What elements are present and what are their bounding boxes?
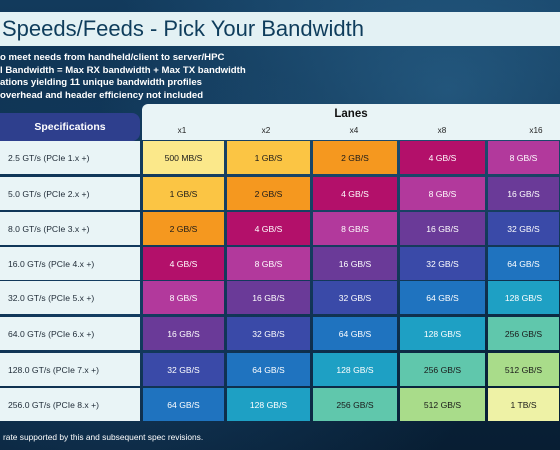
lane-label-x16: x16 xyxy=(529,126,543,135)
bandwidth-cell-x4: 2 GB/S xyxy=(313,141,397,174)
note-line: ations yielding 11 unique bandwidth prof… xyxy=(0,77,203,89)
bandwidth-cell-x2: 64 GB/S xyxy=(227,353,310,386)
lane-label-x1: x1 xyxy=(177,126,187,135)
bandwidth-cell-x16: 64 GB/S xyxy=(488,247,559,280)
spec-row-label: 16.0 GT/s (PCIe 4.x +) xyxy=(0,247,140,280)
spec-row-label: 32.0 GT/s (PCIe 5.x +) xyxy=(0,281,140,314)
bandwidth-cell-x1: 2 GB/S xyxy=(143,212,224,245)
note-line: overhead and header efficiency not inclu… xyxy=(0,89,204,101)
bandwidth-cell-x2: 16 GB/S xyxy=(227,281,310,314)
page-title: Speeds/Feeds - Pick Your Bandwidth xyxy=(2,16,365,41)
bandwidth-cell-x8: 128 GB/S xyxy=(400,317,485,350)
footnote: rate supported by this and subsequent sp… xyxy=(3,432,204,442)
notes-list: o meet needs from handheld/client to ser… xyxy=(0,52,300,102)
bandwidth-cell-x2: 1 GB/S xyxy=(227,141,310,174)
bandwidth-cell-x8: 256 GB/S xyxy=(400,353,485,386)
lanes-header: Lanes x1 x2 x4 x8 x16 xyxy=(142,104,560,140)
bandwidth-cell-x1: 4 GB/S xyxy=(143,247,224,280)
lane-label-x8: x8 xyxy=(437,126,447,135)
bandwidth-cell-x4: 32 GB/S xyxy=(313,281,397,314)
bandwidth-cell-x2: 8 GB/S xyxy=(227,247,310,280)
spec-row-label: 2.5 GT/s (PCIe 1.x +) xyxy=(0,141,140,174)
bandwidth-cell-x8: 32 GB/S xyxy=(400,247,485,280)
bandwidth-cell-x4: 8 GB/S xyxy=(313,212,397,245)
bandwidth-cell-x2: 32 GB/S xyxy=(227,317,310,350)
bandwidth-cell-x1: 64 GB/S xyxy=(143,388,224,421)
bandwidth-cell-x8: 8 GB/S xyxy=(400,177,485,210)
spec-row-label: 8.0 GT/s (PCIe 3.x +) xyxy=(0,212,140,245)
bandwidth-cell-x1: 8 GB/S xyxy=(143,281,224,314)
bandwidth-cell-x4: 256 GB/S xyxy=(313,388,397,421)
bandwidth-cell-x4: 128 GB/S xyxy=(313,353,397,386)
specifications-header: Specifications xyxy=(0,113,140,141)
bandwidth-cell-x16: 256 GB/S xyxy=(488,317,559,350)
bandwidth-cell-x8: 4 GB/S xyxy=(400,141,485,174)
spec-row-label: 256.0 GT/s (PCIe 8.x +) xyxy=(0,388,140,421)
bandwidth-cell-x1: 500 MB/S xyxy=(143,141,224,174)
bandwidth-cell-x16: 1 TB/S xyxy=(488,388,559,421)
bandwidth-cell-x8: 512 GB/S xyxy=(400,388,485,421)
spec-row-label: 5.0 GT/s (PCIe 2.x +) xyxy=(0,177,140,210)
bandwidth-cell-x4: 4 GB/S xyxy=(313,177,397,210)
lane-label-x2: x2 xyxy=(261,126,271,135)
bandwidth-cell-x16: 32 GB/S xyxy=(488,212,559,245)
bandwidth-cell-x16: 512 GB/S xyxy=(488,353,559,386)
bandwidth-cell-x1: 32 GB/S xyxy=(143,353,224,386)
lane-label-x4: x4 xyxy=(349,126,359,135)
bandwidth-cell-x2: 128 GB/S xyxy=(227,388,310,421)
lanes-title: Lanes xyxy=(334,108,368,120)
bandwidth-cell-x8: 16 GB/S xyxy=(400,212,485,245)
title-bar: Speeds/Feeds - Pick Your Bandwidth xyxy=(0,12,560,46)
spec-row-label: 128.0 GT/s (PCIe 7.x +) xyxy=(0,353,140,386)
bandwidth-cell-x16: 8 GB/S xyxy=(488,141,559,174)
bandwidth-cell-x16: 16 GB/S xyxy=(488,177,559,210)
bandwidth-cell-x1: 16 GB/S xyxy=(143,317,224,350)
spec-row-label: 64.0 GT/s (PCIe 6.x +) xyxy=(0,317,140,350)
bandwidth-cell-x16: 128 GB/S xyxy=(488,281,559,314)
bandwidth-cell-x4: 64 GB/S xyxy=(313,317,397,350)
bandwidth-cell-x2: 4 GB/S xyxy=(227,212,310,245)
bandwidth-cell-x2: 2 GB/S xyxy=(227,177,310,210)
bandwidth-cell-x8: 64 GB/S xyxy=(400,281,485,314)
note-line: l Bandwidth = Max RX bandwidth + Max TX … xyxy=(0,64,246,76)
bandwidth-cell-x1: 1 GB/S xyxy=(143,177,224,210)
note-line: o meet needs from handheld/client to ser… xyxy=(0,52,225,63)
bandwidth-cell-x4: 16 GB/S xyxy=(313,247,397,280)
